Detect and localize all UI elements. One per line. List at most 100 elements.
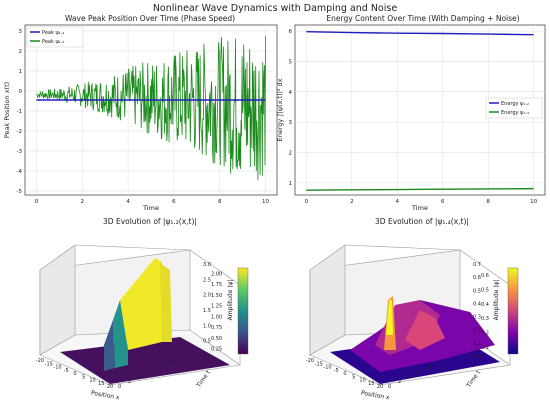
- z-tick-label: 0.1: [473, 341, 481, 347]
- colorbar-tick-label: 1.75: [211, 282, 222, 288]
- y-ticks: -5 -4 -3 -2 -1 0 1 2 3: [17, 29, 23, 195]
- legend-box: [26, 26, 84, 48]
- x-tick-label: 10: [89, 378, 95, 384]
- x-tick-label: -10: [53, 365, 61, 371]
- x-tick-label: 2: [81, 199, 85, 205]
- z-tick-label: 0.0: [203, 354, 211, 360]
- x-axis-label: Position x: [90, 390, 120, 402]
- z-tick-label: 0.5: [473, 288, 481, 294]
- x-tick-label: 4: [396, 199, 400, 205]
- z-axis-label: Amplitude |ψ|: [493, 280, 500, 321]
- colorbar-tick-label: 0.3: [481, 316, 489, 322]
- colorbar-ticks: 0.1 0.2 0.3 0.4 0.5 0.6: [481, 273, 489, 351]
- legend-label-2: Energy ψ₁.₄: [501, 110, 529, 116]
- x-tick-label: -20: [36, 358, 44, 364]
- x-ticks: 0 2 4 6 8 10: [35, 199, 270, 205]
- y-tick-label: 5: [289, 59, 293, 65]
- x-axis-label: Time: [142, 204, 159, 212]
- chart-title: 3D Evolution of |ψ₁.₂(x,t)|: [103, 217, 197, 226]
- y-tick-label: 0: [388, 384, 391, 390]
- z-tick-label: 0.4: [473, 301, 481, 307]
- z-tick-label: 1.5: [203, 308, 211, 314]
- x-tick-label: 20: [107, 384, 113, 390]
- x-tick-label: 2: [350, 199, 354, 205]
- y-tick-label: -3: [17, 149, 23, 155]
- y-tick-label: 6: [418, 370, 421, 376]
- y-tick-label: 6: [148, 370, 151, 376]
- colorbar-tick-label: 2.00: [211, 271, 222, 277]
- z-tick-label: 0.2: [473, 328, 481, 334]
- x-tick-label: -10: [323, 365, 331, 371]
- colorbar: [507, 267, 519, 355]
- z-ticks: 0.0 0.5 1.0 1.5 2.0 2.5 3.0: [203, 262, 211, 360]
- figure-title: Nonlinear Wave Dynamics with Damping and…: [153, 3, 397, 14]
- colorbar-ticks: 0.25 0.50 0.75 1.00 1.25 1.50 1.75 2.00: [211, 271, 222, 352]
- z-tick-label: 0.6: [473, 275, 481, 281]
- colorbar-tick-label: 1.00: [211, 314, 222, 320]
- surface: [330, 296, 500, 384]
- x-tick-label: -15: [315, 361, 323, 367]
- x-tick-label: 0: [35, 199, 39, 205]
- panel-3d-psi14: 3D Evolution of |ψ₁.₄(x,t)| Position x T…: [306, 217, 519, 402]
- x-tick-label: -20: [306, 358, 314, 364]
- y-tick-label: 2: [128, 379, 131, 385]
- series-line-peak-psi14: [36, 35, 266, 181]
- z-tick-label: 0.7: [473, 262, 481, 268]
- y-tick-label: 2: [398, 379, 401, 385]
- legend: Energy ψ₁.₂ Energy ψ₁.₄: [485, 97, 543, 119]
- y-ticks: 1 2 3 4 5 6: [289, 29, 293, 187]
- z-tick-label: 1.0: [203, 323, 211, 329]
- y-axis-label: Time t: [465, 369, 483, 390]
- y-tick-label: 10: [168, 360, 174, 366]
- x-tick-label: 0: [73, 371, 76, 377]
- colorbar-tick-label: 1.50: [211, 293, 222, 299]
- series-line-energy-psi14: [306, 187, 534, 191]
- x-tick-label: -5: [334, 368, 339, 374]
- panel-peak-position: Wave Peak Position Over Time (Phase Spee…: [3, 14, 278, 212]
- x-tick-label: 10: [262, 199, 269, 205]
- panel-3d-psi12: 3D Evolution of |ψ₁.₂(x,t)| Position x T…: [36, 217, 249, 402]
- x-tick-label: 5: [352, 374, 355, 380]
- series-lines: [306, 30, 534, 191]
- y-tick-label: 1: [289, 181, 293, 187]
- x-tick-label: 20: [377, 384, 383, 390]
- z-tick-label: 0.3: [473, 315, 481, 321]
- x-tick-label: 8: [218, 199, 222, 205]
- y-tick-label: 8: [428, 365, 431, 371]
- x-tick-label: 4: [126, 199, 130, 205]
- y-tick-label: 3: [19, 29, 23, 35]
- y-axis-label: Time t: [195, 369, 213, 390]
- y-ticks: 0 2 4 6 8 10: [388, 360, 444, 390]
- x-tick-label: 0: [343, 371, 346, 377]
- x-tick-label: 15: [368, 381, 374, 387]
- colorbar-tick-label: 0.1: [481, 345, 489, 351]
- panel-energy: Energy Content Over Time (With Damping +…: [276, 14, 546, 212]
- y-ticks: 0 2 4 6 8 10: [118, 360, 174, 390]
- x-tick-label: -15: [45, 361, 53, 367]
- legend: Peak ψ₁.₂ Peak ψ₁.₄: [26, 26, 84, 48]
- x-tick-label: 5: [82, 374, 85, 380]
- colorbar-tick-label: 0.75: [211, 325, 222, 331]
- colorbar-tick-label: 0.2: [481, 331, 489, 337]
- series-lines: [36, 35, 266, 181]
- y-tick-label: 1: [19, 69, 23, 75]
- series-line-energy-psi12: [306, 30, 534, 36]
- z-tick-label: 3.0: [203, 262, 211, 268]
- x-ticks: 0 2 4 6 8 10: [305, 199, 538, 205]
- x-tick-label: 6: [172, 199, 176, 205]
- legend-box: [485, 97, 543, 119]
- legend-label-1: Energy ψ₁.₂: [501, 101, 529, 107]
- y-tick-label: 4: [289, 90, 293, 96]
- chart-title: Energy Content Over Time (With Damping +…: [326, 14, 519, 23]
- x-tick-label: -5: [64, 368, 69, 374]
- colorbar-tick-label: 0.5: [481, 288, 489, 294]
- y-tick-label: -1: [17, 109, 22, 115]
- chart-title: Wave Peak Position Over Time (Phase Spee…: [65, 14, 235, 23]
- colorbar-tick-label: 0.6: [481, 273, 489, 279]
- grid: [25, 25, 277, 195]
- legend-label-1: Peak ψ₁.₂: [42, 30, 64, 36]
- y-tick-label: 10: [438, 360, 444, 366]
- colorbar-tick-label: 0.4: [481, 302, 489, 308]
